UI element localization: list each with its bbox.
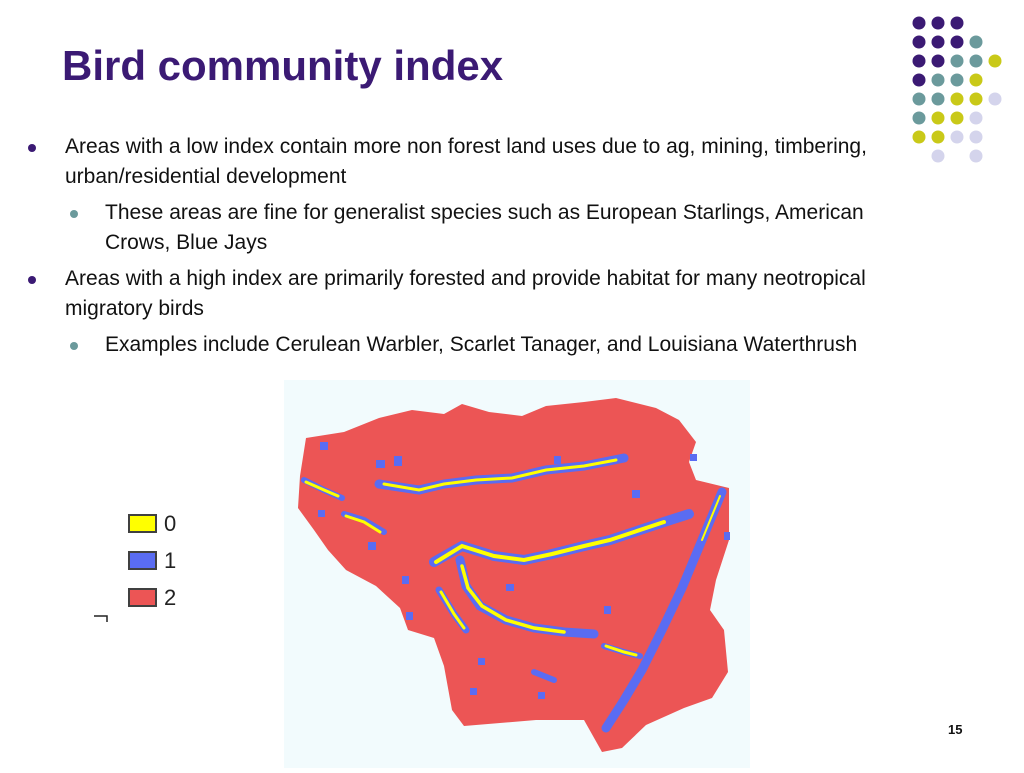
legend-label-0: 0 xyxy=(164,511,177,536)
dot-grid-lavender xyxy=(931,92,1002,163)
bullet-list: Areas with a low index contain more non … xyxy=(28,132,928,366)
bullet-dot xyxy=(28,144,36,152)
legend-label-1: 1 xyxy=(164,548,177,573)
bird-index-map xyxy=(284,380,750,768)
dot-grid-teal xyxy=(912,35,983,125)
legend-tick-mark xyxy=(94,615,108,622)
legend-swatch-0 xyxy=(128,514,157,533)
sub-bullet-dot xyxy=(70,342,78,350)
decorative-dot-grid xyxy=(912,16,1002,163)
page-number: 15 xyxy=(948,722,963,737)
legend-swatch-1 xyxy=(128,551,157,570)
sub-bullet-item: These areas are fine for generalist spec… xyxy=(28,198,928,258)
map-blue-patches xyxy=(318,442,730,699)
map-region-index-0 xyxy=(304,458,721,657)
sub-bullet-text: These areas are fine for generalist spec… xyxy=(105,201,864,254)
slide-title: Bird community index xyxy=(62,42,504,89)
bullet-item: Areas with a low index contain more non … xyxy=(28,132,928,192)
map-region-index-2 xyxy=(298,398,729,752)
bullet-dot xyxy=(28,276,36,284)
sub-bullet-text: Examples include Cerulean Warbler, Scarl… xyxy=(105,333,858,356)
sub-bullet-dot xyxy=(70,210,78,218)
map-graphic xyxy=(298,398,730,752)
bullet-item: Areas with a high index are primarily fo… xyxy=(28,264,928,324)
bullet-text: Areas with a low index contain more non … xyxy=(65,135,867,188)
dot-grid-yellow xyxy=(912,54,1002,144)
dot-grid-purple xyxy=(912,16,964,87)
legend-swatch-2 xyxy=(128,588,157,607)
sub-bullet-item: Examples include Cerulean Warbler, Scarl… xyxy=(28,330,928,360)
legend-label-2: 2 xyxy=(164,585,177,610)
bullet-text: Areas with a high index are primarily fo… xyxy=(65,267,866,320)
